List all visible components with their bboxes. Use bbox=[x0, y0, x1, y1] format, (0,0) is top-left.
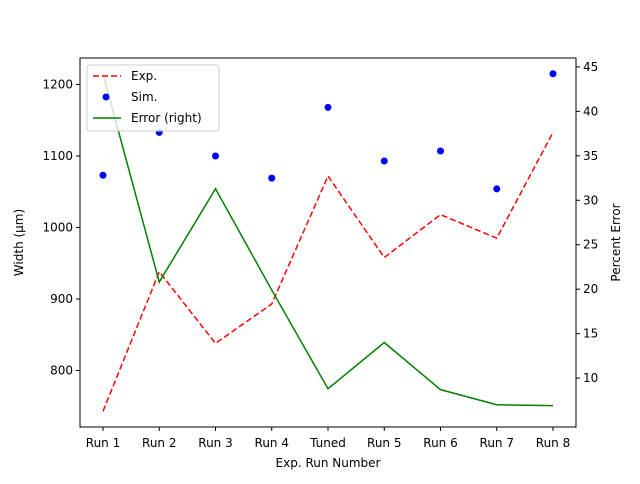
series-line-exp bbox=[102, 132, 554, 412]
legend-marker bbox=[102, 93, 110, 101]
x-axis-label: Exp. Run Number bbox=[276, 456, 381, 470]
right-y-tick-label: 45 bbox=[583, 60, 598, 74]
right-y-axis: 10 15 20 25 30 35 40 45 bbox=[576, 60, 598, 385]
left-y-tick-label: 900 bbox=[50, 292, 73, 306]
x-tick-label: Run 5 bbox=[367, 436, 401, 450]
series-point-sim bbox=[380, 157, 388, 165]
x-tick-label: Run 7 bbox=[480, 436, 514, 450]
x-tick-label: Tuned bbox=[309, 436, 346, 450]
series-layer bbox=[99, 70, 557, 412]
x-tick-label: Run 6 bbox=[423, 436, 457, 450]
right-y-tick-label: 20 bbox=[583, 282, 598, 296]
left-y-tick-label: 1100 bbox=[42, 149, 73, 163]
series-point-sim bbox=[493, 185, 501, 193]
x-axis: Run 1 Run 2 Run 3 Run 4 Tuned Run 5 Run 6 Run 7… bbox=[86, 427, 570, 450]
left-y-axis-label: Width (μm) bbox=[12, 209, 26, 276]
legend-label: Exp. bbox=[131, 69, 157, 83]
series-point-sim bbox=[437, 147, 444, 155]
x-tick-label: Run 1 bbox=[86, 436, 120, 450]
x-tick-label: Run 4 bbox=[255, 436, 289, 450]
series-point-sim bbox=[549, 70, 557, 78]
legend-box bbox=[86, 64, 220, 132]
x-tick-label: Run 3 bbox=[198, 436, 232, 450]
right-y-tick-label: 25 bbox=[583, 238, 598, 252]
series-line-error-right bbox=[102, 73, 554, 407]
series-point-sim bbox=[212, 152, 219, 160]
right-y-axis-label: Percent Error bbox=[609, 203, 623, 281]
right-y-tick-label: 30 bbox=[583, 193, 598, 207]
left-y-tick-label: 1000 bbox=[42, 220, 73, 234]
series-point-sim bbox=[268, 174, 276, 182]
x-tick-label: Run 8 bbox=[536, 436, 570, 450]
series-point-sim bbox=[324, 103, 332, 111]
right-y-tick-label: 15 bbox=[583, 327, 598, 341]
right-y-tick-label: 10 bbox=[583, 371, 598, 385]
right-y-tick-label: 35 bbox=[583, 149, 598, 163]
left-y-axis: 800 900 1000 1100 1200 bbox=[42, 77, 80, 378]
legend: Exp. Sim. Error (right) bbox=[86, 64, 220, 132]
legend-label: Error (right) bbox=[131, 111, 202, 125]
series-point-sim bbox=[99, 171, 107, 179]
right-y-tick-label: 40 bbox=[583, 104, 598, 118]
left-y-tick-label: 800 bbox=[50, 364, 73, 378]
left-y-tick-label: 1200 bbox=[42, 77, 73, 91]
legend-label: Sim. bbox=[131, 90, 157, 104]
x-tick-label: Run 2 bbox=[142, 436, 176, 450]
